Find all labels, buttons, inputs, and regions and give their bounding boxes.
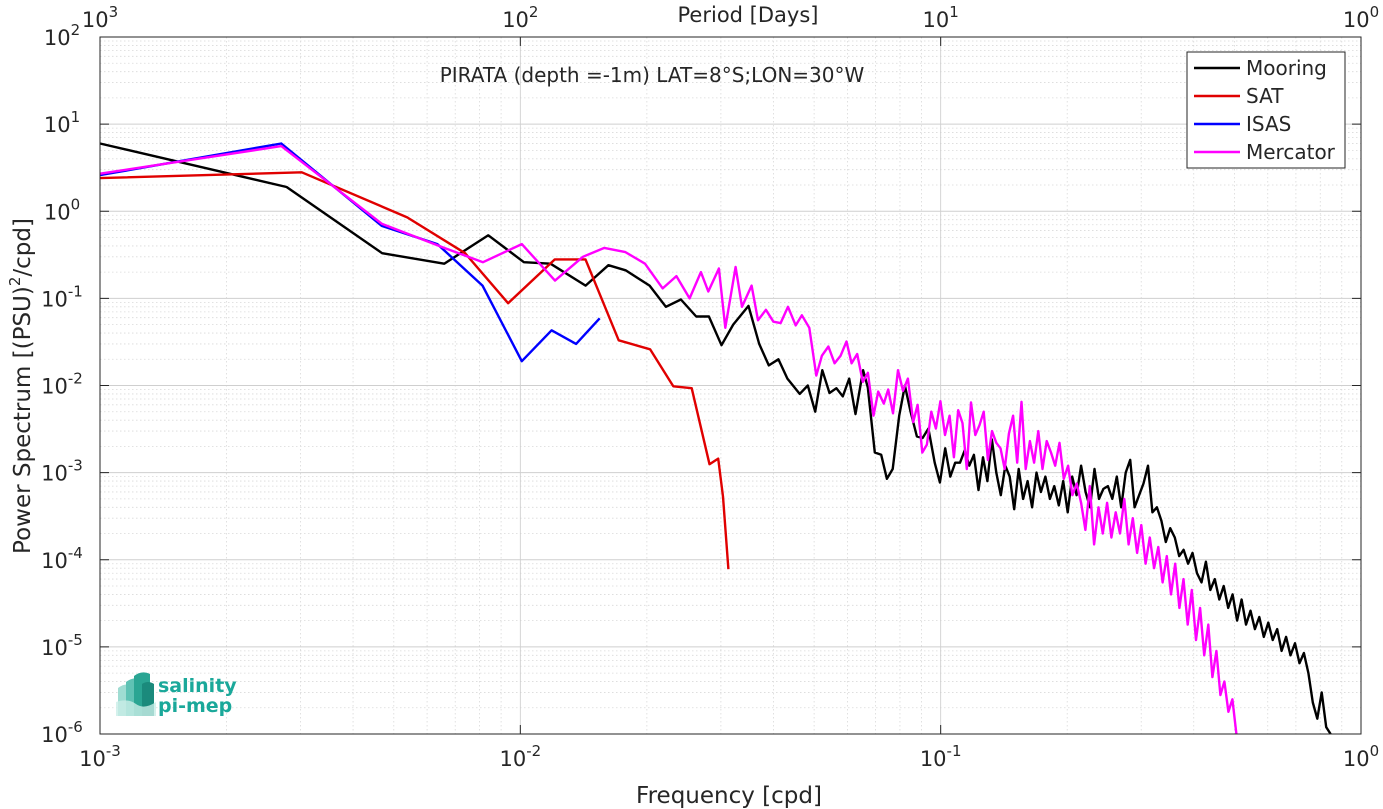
x-tick-label-base: 10 [1343, 747, 1370, 771]
y-tick-label-base: 10 [41, 287, 68, 311]
top-tick-label-base: 10 [1343, 8, 1370, 32]
y-tick-label-base: 10 [41, 549, 68, 573]
top-tick-label-base: 10 [502, 8, 529, 32]
y-tick-label: 100 [44, 195, 80, 224]
y-axis-label-main: Power Spectrum [(PSU) [10, 286, 36, 554]
y-tick-label-base: 10 [44, 113, 71, 137]
top-tick-label: 102 [502, 3, 538, 32]
x-axis-label: Frequency [cpd] [636, 783, 822, 809]
top-tick-label-exp: 1 [949, 3, 959, 21]
x-tick-label-exp: 0 [1370, 742, 1380, 760]
x-tick-label-base: 10 [920, 747, 947, 771]
logo-text-line2: pi-mep [158, 695, 232, 717]
y-tick-label-exp: 2 [71, 21, 81, 39]
y-tick-label: 10-6 [41, 718, 83, 747]
x-tick-label-exp: -2 [526, 742, 541, 760]
legend-label-isas: ISAS [1246, 112, 1291, 136]
series-layer [99, 142, 1332, 735]
top-tick-label: 100 [1343, 3, 1379, 32]
y-axis-label-sup: 2 [6, 277, 24, 287]
top-tick-label: 101 [923, 3, 959, 32]
y-tick-label: 102 [44, 21, 80, 50]
y-tick-label: 10-5 [41, 631, 83, 660]
y-tick-label: 10-4 [41, 544, 83, 573]
legend: Mooring SAT ISAS Mercator [1186, 51, 1346, 169]
y-tick-label: 10-1 [41, 282, 83, 311]
x-tick-label: 10-2 [499, 742, 541, 771]
y-tick-label-base: 10 [41, 723, 68, 747]
x-tick-label: 10-3 [79, 742, 121, 771]
series-line-mercator [99, 144, 1238, 735]
y-tick-label-exp: -1 [68, 282, 83, 300]
y-tick-label-exp: 0 [71, 195, 81, 213]
legend-label-mooring: Mooring [1246, 56, 1327, 80]
y-tick-label-base: 10 [41, 375, 68, 399]
legend-label-mercator: Mercator [1246, 140, 1336, 164]
y-tick-label-exp: -2 [68, 370, 83, 388]
y-tick-label-exp: -3 [68, 457, 83, 475]
chart-title: PIRATA (depth =-1m) LAT=8°S;LON=30°W [440, 63, 865, 87]
top-tick-label-base: 10 [923, 8, 950, 32]
y-tick-label: 10-3 [41, 457, 83, 486]
y-tick-label-exp: -4 [68, 544, 83, 562]
top-axis-label: Period [Days] [678, 3, 819, 27]
y-tick-label-exp: 1 [71, 108, 81, 126]
x-tick-label-base: 10 [499, 747, 526, 771]
top-tick-label-exp: 2 [529, 3, 539, 21]
y-tick-label-exp: -5 [68, 631, 83, 649]
y-axis-label: Power Spectrum [(PSU)2/cpd] [6, 218, 36, 554]
x-tick-label: 10-1 [920, 742, 962, 771]
legend-box [1186, 51, 1346, 169]
y-tick-label-base: 10 [41, 636, 68, 660]
tick-marks [99, 36, 1362, 735]
y-tick-label: 101 [44, 108, 80, 137]
y-tick-label: 10-2 [41, 370, 83, 399]
grid [99, 36, 1362, 735]
y-axis-label-tail: /cpd] [10, 218, 36, 277]
top-tick-label-exp: 0 [1370, 3, 1380, 21]
y-tick-label-base: 10 [44, 200, 71, 224]
series-line-mooring [99, 142, 1332, 735]
x-tick-label-exp: -1 [947, 742, 962, 760]
x-tick-label: 100 [1343, 742, 1379, 771]
x-tick-label-exp: -3 [106, 742, 121, 760]
top-tick-label: 103 [82, 3, 118, 32]
legend-label-sat: SAT [1246, 84, 1284, 108]
top-tick-label-base: 10 [82, 8, 109, 32]
logo-text-line1: salinity [158, 675, 237, 697]
logo-mark-icon [116, 672, 156, 716]
salinity-pi-mep-logo: salinity pi-mep [116, 672, 237, 717]
x-tick-label-base: 10 [79, 747, 106, 771]
y-tick-label-base: 10 [41, 462, 68, 486]
y-tick-label-base: 10 [44, 26, 71, 50]
top-tick-label-exp: 3 [109, 3, 119, 21]
y-tick-label-exp: -6 [68, 718, 83, 736]
series-line-sat [99, 171, 730, 570]
